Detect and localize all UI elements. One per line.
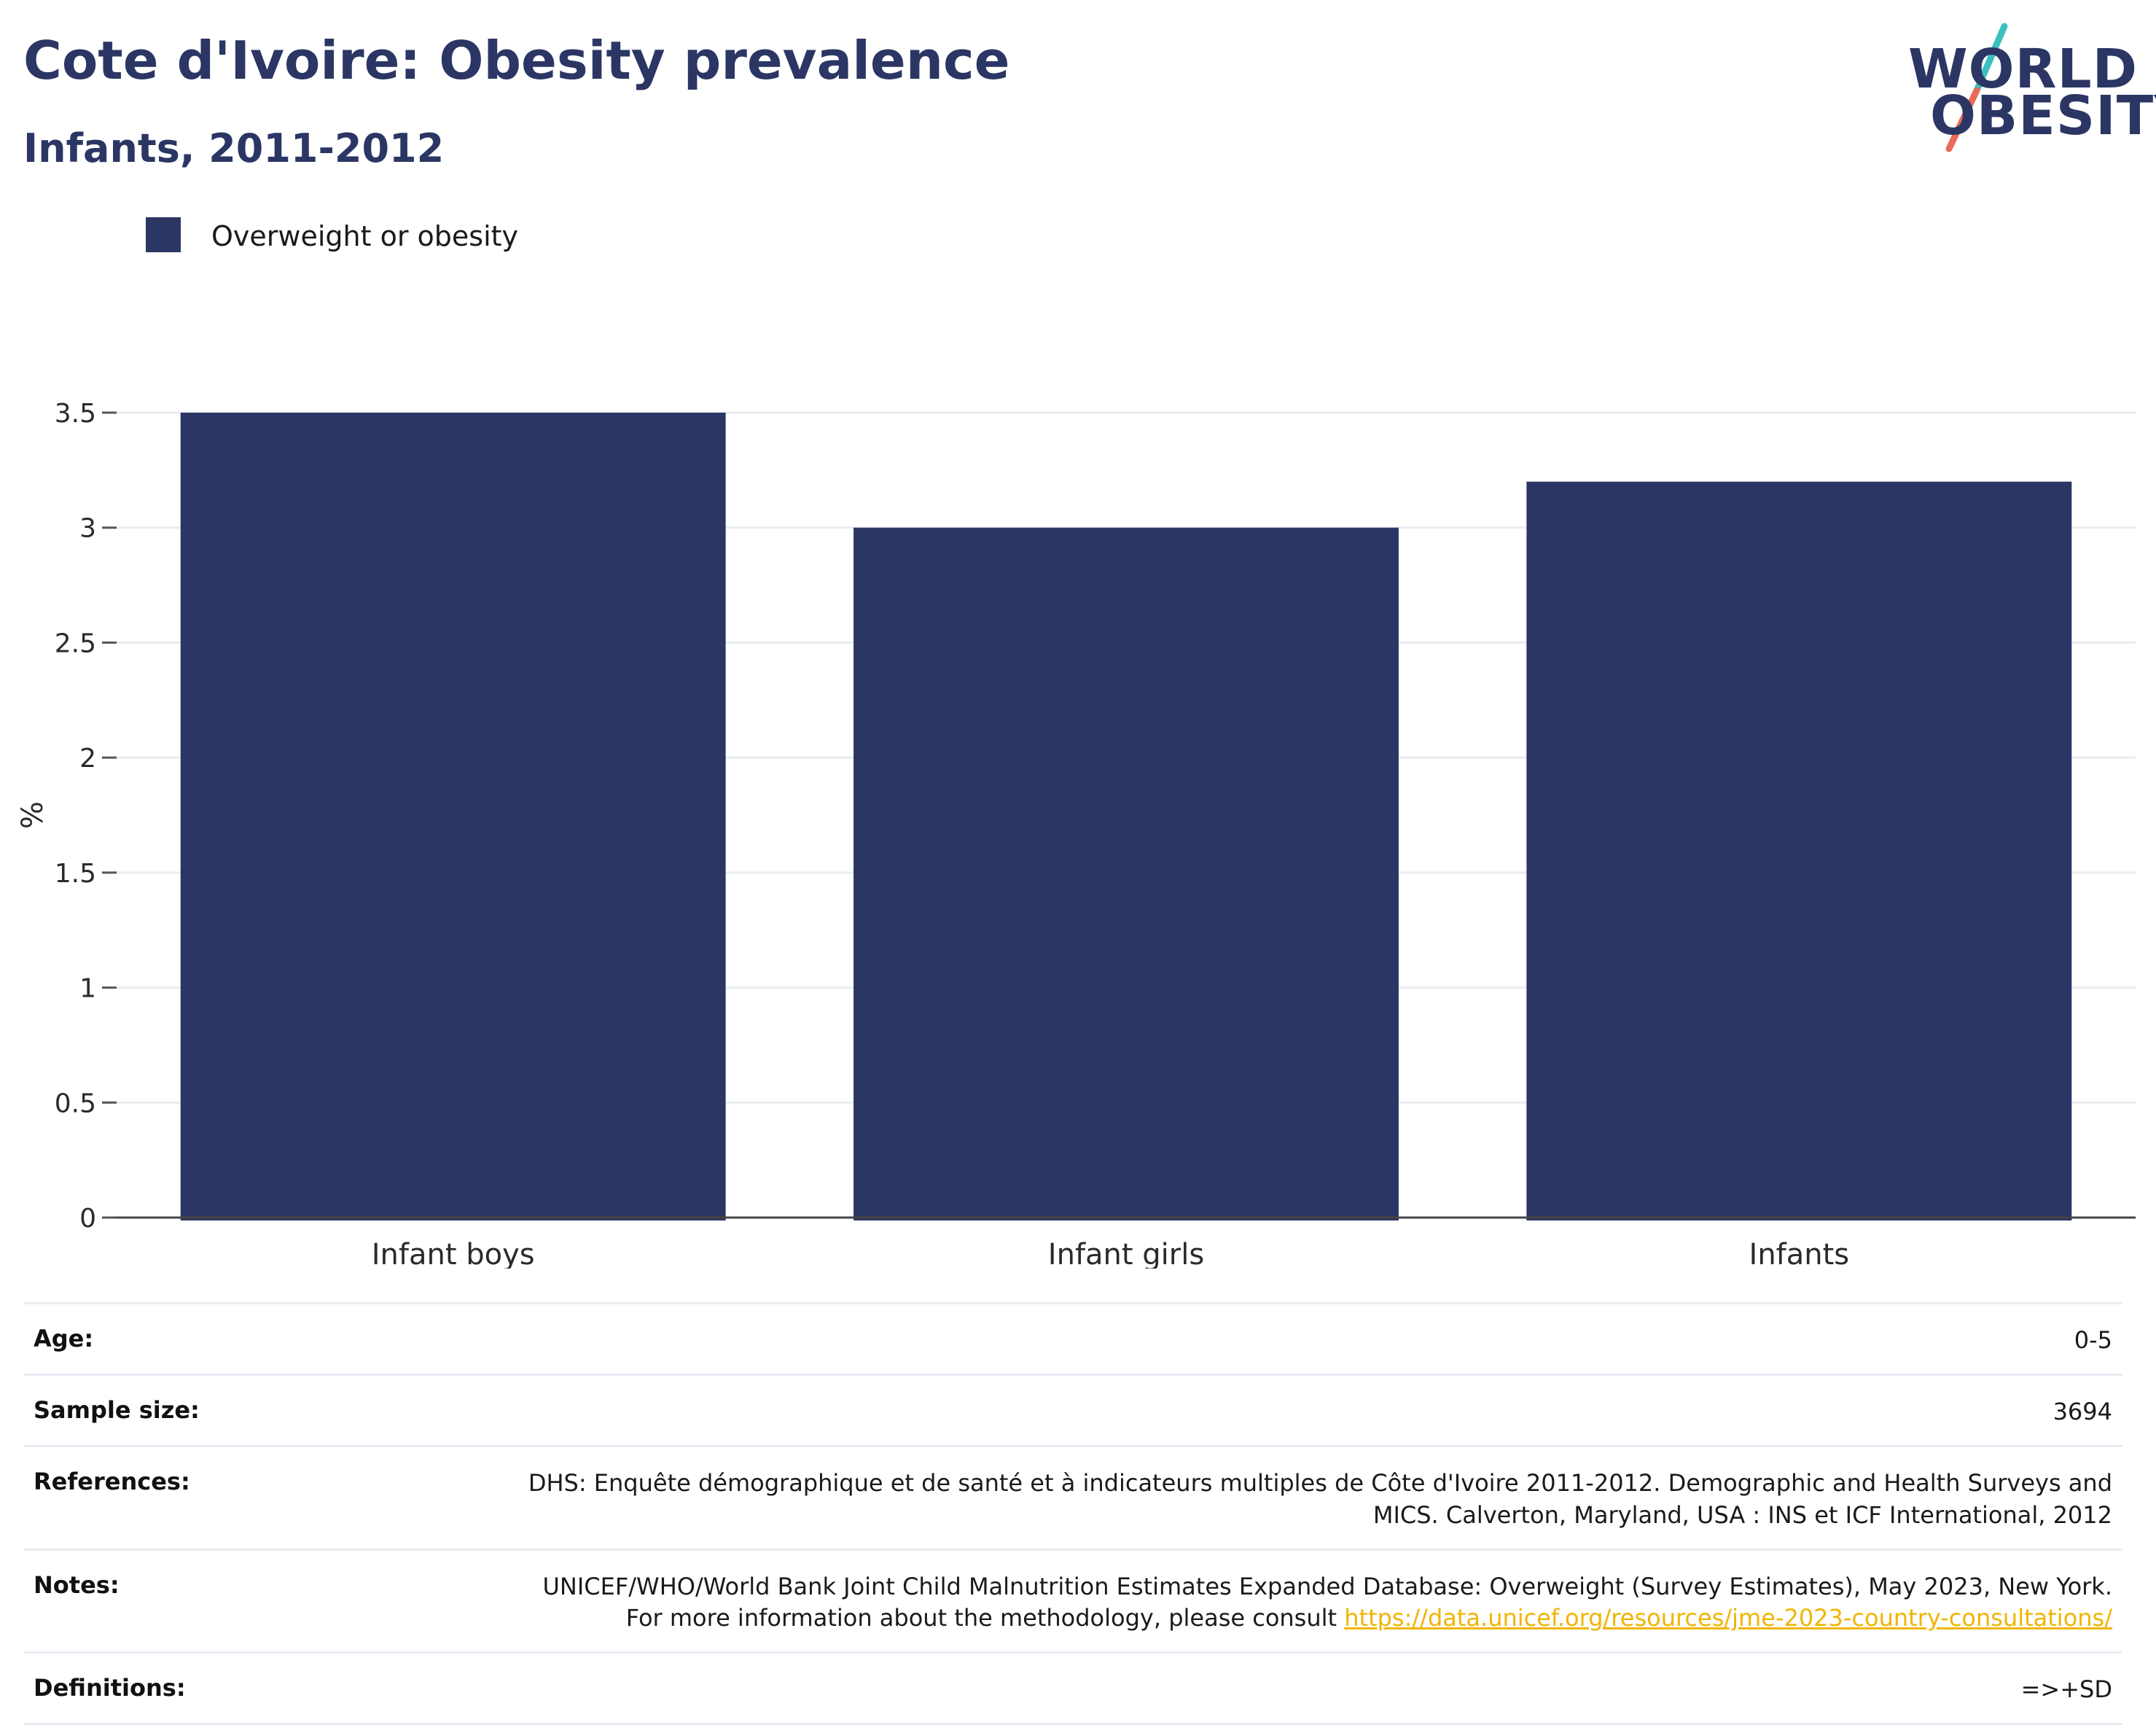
info-value-text: =>+SD (2020, 1675, 2112, 1704)
info-row: Sample size: 3694 (23, 1374, 2122, 1445)
legend-swatch (146, 217, 181, 252)
bar-chart: 0 0.5 1 1.5 2 2.5 3 3.5 Infant boys Infant girls… (16, 399, 2136, 1269)
x-tick-labels: Infant boys Infant girls Infants (372, 1238, 1849, 1269)
info-value: 0-5 (2074, 1325, 2112, 1356)
info-table: Age: 0-5 Sample size: 3694 References: DHS: E… (23, 1302, 2122, 1725)
info-key: Age: (34, 1325, 94, 1352)
info-key: Definitions: (34, 1674, 186, 1702)
methodology-link[interactable]: https://data.unicef.org/resources/jme-20… (1344, 1603, 2112, 1632)
bar-infant-boys[interactable] (180, 413, 726, 1220)
y-tick-label: 2 (79, 744, 96, 774)
info-row: Age: 0-5 (23, 1302, 2122, 1374)
y-tick-label: 3 (79, 514, 96, 544)
legend-label: Overweight or obesity (211, 220, 519, 252)
logo-word-obesity: OBESITY (1930, 85, 2156, 147)
x-tick-label: Infant girls (1048, 1238, 1204, 1269)
y-tick-label: 3.5 (55, 399, 96, 429)
y-tick-label: 0.5 (55, 1089, 96, 1118)
bars (180, 413, 2072, 1220)
info-key: References: (34, 1468, 190, 1496)
info-value-text: DHS: Enquête démographique et de santé e… (528, 1469, 2112, 1529)
y-tick-labels: 0 0.5 1 1.5 2 2.5 3 3.5 (55, 399, 117, 1234)
info-key: Notes: (34, 1570, 120, 1599)
y-tick-label: 1 (79, 974, 96, 1004)
chart-title: Cote d'Ivoire: Obesity prevalence (23, 30, 1010, 91)
info-key: Sample size: (34, 1396, 200, 1425)
logo-word-world: WORLD (1908, 38, 2139, 101)
info-value-text: UNICEF/WHO/World Bank Joint Child Malnut… (542, 1572, 2113, 1632)
info-value: 3694 (2053, 1396, 2112, 1428)
y-tick-label: 1.5 (55, 859, 96, 889)
info-value-text: 0-5 (2074, 1326, 2112, 1354)
info-value: =>+SD (2021, 1674, 2112, 1705)
y-tick-label: 0 (79, 1204, 96, 1234)
world-obesity-logo[interactable]: WORLD OBESITY (1895, 20, 2156, 155)
bar-infant-girls[interactable] (854, 527, 1399, 1220)
y-tick-label: 2.5 (55, 628, 96, 658)
info-value: DHS: Enquête démographique et de santé e… (509, 1468, 2112, 1530)
info-row: References: DHS: Enquête démographique et… (23, 1445, 2122, 1548)
info-value: UNICEF/WHO/World Bank Joint Child Malnut… (509, 1571, 2113, 1634)
info-row: Notes: UNICEF/WHO/World Bank Joint Child … (23, 1548, 2122, 1651)
y-axis-label: % (16, 801, 50, 829)
info-row: Definitions: =>+SD (23, 1651, 2122, 1725)
bar-infants[interactable] (1526, 481, 2072, 1220)
info-value-text: 3694 (2053, 1398, 2112, 1426)
chart-subtitle: Infants, 2011-2012 (23, 125, 445, 171)
x-tick-label: Infant boys (372, 1238, 535, 1269)
logo-slash-icon (1945, 23, 2008, 152)
x-tick-label: Infants (1749, 1238, 1850, 1269)
